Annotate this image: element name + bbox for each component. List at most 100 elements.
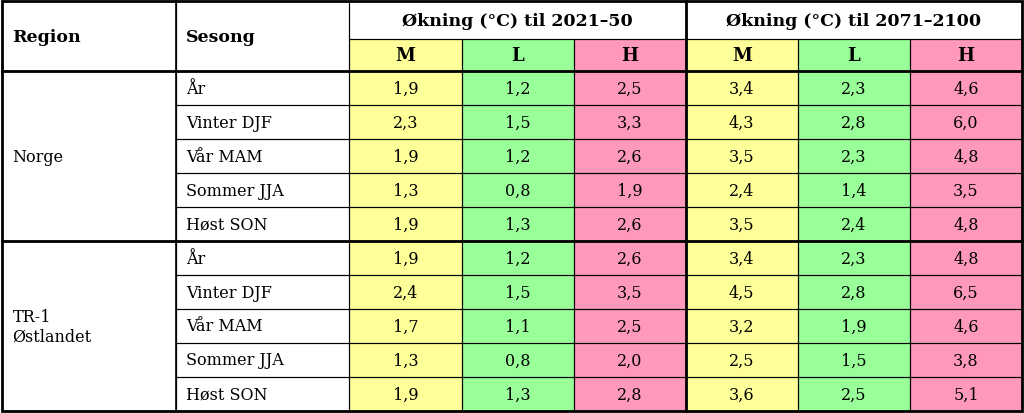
Text: 2,6: 2,6 — [616, 148, 642, 165]
Bar — [462, 309, 573, 343]
Text: 1,2: 1,2 — [505, 80, 530, 97]
Bar — [462, 343, 573, 377]
Bar — [798, 343, 910, 377]
Bar — [462, 173, 573, 207]
Bar — [462, 207, 573, 242]
Bar — [176, 309, 349, 343]
Text: M: M — [395, 47, 416, 65]
Bar — [462, 207, 573, 242]
Text: Region: Region — [12, 28, 81, 45]
Bar — [349, 2, 686, 40]
Text: 1,9: 1,9 — [392, 80, 419, 97]
Bar — [573, 275, 686, 309]
Text: 2,6: 2,6 — [616, 216, 642, 233]
Bar — [573, 275, 686, 309]
Text: L: L — [848, 47, 860, 65]
Text: Høst SON: Høst SON — [186, 386, 267, 403]
Bar — [798, 309, 910, 343]
Text: TR-1
Østlandet: TR-1 Østlandet — [12, 308, 91, 344]
Bar — [910, 72, 1022, 106]
Bar — [798, 377, 910, 411]
Text: 3,3: 3,3 — [616, 114, 642, 131]
Bar — [462, 275, 573, 309]
Bar — [349, 242, 462, 275]
Text: Høst SON: Høst SON — [186, 216, 267, 233]
Bar — [573, 343, 686, 377]
Text: 1,9: 1,9 — [392, 386, 419, 403]
Text: 2,8: 2,8 — [616, 386, 642, 403]
Bar — [798, 40, 910, 72]
Text: H: H — [622, 47, 638, 65]
Bar — [910, 140, 1022, 173]
Bar — [349, 173, 462, 207]
Text: 6,5: 6,5 — [953, 284, 979, 301]
Bar — [686, 377, 798, 411]
Bar — [349, 2, 686, 40]
Text: 2,3: 2,3 — [841, 148, 866, 165]
Bar — [798, 275, 910, 309]
Bar — [176, 343, 349, 377]
Text: 1,9: 1,9 — [841, 318, 866, 335]
Bar — [798, 377, 910, 411]
Text: 1,1: 1,1 — [505, 318, 530, 335]
Text: 1,9: 1,9 — [392, 148, 419, 165]
Text: Sommer JJA: Sommer JJA — [186, 182, 284, 199]
Bar — [910, 207, 1022, 242]
Bar — [573, 377, 686, 411]
Bar — [573, 40, 686, 72]
Bar — [910, 72, 1022, 106]
Text: 3,5: 3,5 — [616, 284, 642, 301]
Text: 2,5: 2,5 — [616, 80, 642, 97]
Text: 3,5: 3,5 — [729, 216, 755, 233]
Bar — [686, 377, 798, 411]
Text: 3,2: 3,2 — [729, 318, 755, 335]
Text: 1,7: 1,7 — [392, 318, 419, 335]
Bar — [573, 343, 686, 377]
Bar — [462, 275, 573, 309]
Bar — [686, 275, 798, 309]
Bar — [462, 140, 573, 173]
Text: 4,3: 4,3 — [729, 114, 755, 131]
Text: 3,4: 3,4 — [729, 250, 755, 267]
Bar — [573, 106, 686, 140]
Text: 2,8: 2,8 — [841, 114, 866, 131]
Text: 2,5: 2,5 — [729, 351, 755, 369]
Text: 4,8: 4,8 — [953, 148, 979, 165]
Bar — [573, 106, 686, 140]
Bar — [686, 2, 1022, 40]
Bar — [686, 40, 798, 72]
Text: Vinter DJF: Vinter DJF — [186, 284, 272, 301]
Bar — [2, 2, 176, 72]
Bar — [798, 140, 910, 173]
Bar — [686, 40, 798, 72]
Text: 4,8: 4,8 — [953, 250, 979, 267]
Bar — [349, 207, 462, 242]
Bar — [462, 140, 573, 173]
Bar — [573, 242, 686, 275]
Text: 1,3: 1,3 — [392, 351, 419, 369]
Bar — [910, 207, 1022, 242]
Bar — [798, 309, 910, 343]
Bar — [176, 207, 349, 242]
Bar — [686, 242, 798, 275]
Bar — [573, 207, 686, 242]
Bar — [349, 140, 462, 173]
Text: 1,2: 1,2 — [505, 148, 530, 165]
Bar — [686, 242, 798, 275]
Text: H: H — [957, 47, 975, 65]
Bar — [686, 106, 798, 140]
Text: 1,5: 1,5 — [505, 284, 530, 301]
Bar — [176, 207, 349, 242]
Text: 2,3: 2,3 — [393, 114, 418, 131]
Bar — [349, 72, 462, 106]
Bar — [910, 343, 1022, 377]
Bar — [910, 40, 1022, 72]
Bar — [686, 275, 798, 309]
Bar — [686, 140, 798, 173]
Text: 2,3: 2,3 — [841, 250, 866, 267]
Bar — [798, 72, 910, 106]
Bar — [573, 242, 686, 275]
Text: 2,8: 2,8 — [841, 284, 866, 301]
Text: 2,5: 2,5 — [616, 318, 642, 335]
Bar — [573, 309, 686, 343]
